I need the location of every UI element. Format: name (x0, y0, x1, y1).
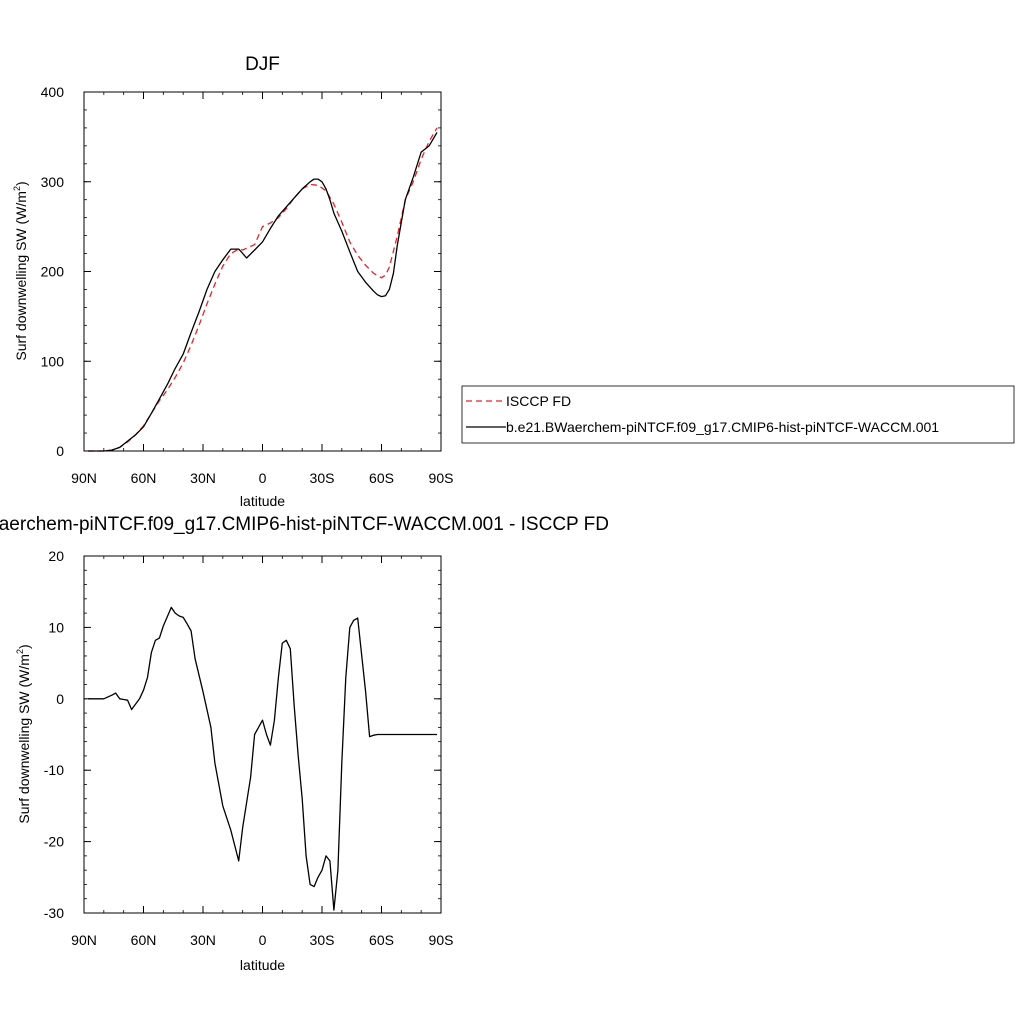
top-y-axis-label-main: Surf downwelling SW (W/m (13, 191, 29, 361)
top-y-axis-label-tail: ) (13, 181, 29, 186)
top-x-tick-label: 90N (71, 470, 97, 486)
top-y-tick-label: 300 (41, 174, 65, 190)
bottom-y-tick-label: -20 (44, 834, 64, 850)
top-axis-ticks: 90N 60N 30N 0 30S 60S 90S 0 100 200 300 400 (41, 84, 454, 486)
bottom-y-tick-label: -30 (44, 905, 64, 921)
bottom-y-tick-label: -10 (44, 762, 64, 778)
top-y-tick-label: 400 (41, 84, 65, 100)
top-x-axis-label: latitude (240, 493, 285, 509)
legend-box (461, 385, 1015, 444)
top-x-tick-label: 0 (259, 470, 267, 486)
bottom-x-tick-label: 30N (190, 932, 216, 948)
bottom-series-line-0 (88, 606, 437, 911)
bottom-x-axis-label: latitude (240, 957, 285, 973)
top-y-axis-label-sup: 2 (12, 186, 22, 191)
top-y-tick-label: 100 (41, 353, 65, 369)
bottom-x-tick-label: 0 (259, 932, 267, 948)
bottom-axis-ticks: 90N 60N 30N 0 30S 60S 90S -30 -20 -10 0 10 20 (44, 548, 454, 948)
bottom-x-tick-label: 90N (71, 932, 97, 948)
legend: ISCCP FD b.e21.BWaerchem-piNTCF.f09_g17.… (461, 385, 1015, 444)
bottom-x-tick-label: 60N (131, 932, 157, 948)
bottom-chart-title: b.e21.BWaerchem-piNTCF.f09_g17.CMIP6-his… (0, 514, 609, 535)
bottom-y-tick-label: 10 (48, 619, 64, 635)
bottom-x-tick-label: 60S (369, 932, 394, 948)
legend-label-model: b.e21.BWaerchem-piNTCF.f09_g17.CMIP6-his… (506, 419, 939, 435)
top-y-axis-label: Surf downwelling SW (W/m2) (12, 181, 29, 360)
bottom-y-axis-label-main: Surf downwelling SW (W/m (16, 654, 32, 824)
bottom-x-tick-label: 90S (429, 932, 454, 948)
bottom-y-axis-label: Surf downwelling SW (W/m2) (15, 644, 32, 823)
top-x-tick-label: 30N (190, 470, 216, 486)
bottom-panel: b.e21.BWaerchem-piNTCF.f09_g17.CMIP6-his… (0, 514, 609, 973)
top-y-tick-label: 0 (56, 443, 64, 459)
top-series-line-1 (88, 132, 438, 452)
bottom-y-tick-label: 20 (48, 548, 64, 564)
top-series-line-0 (88, 127, 438, 452)
bottom-series (88, 606, 437, 911)
top-y-tick-label: 200 (41, 264, 65, 280)
top-series (88, 127, 438, 452)
top-x-tick-label: 30S (310, 470, 335, 486)
bottom-x-tick-label: 30S (310, 932, 335, 948)
bottom-y-axis-label-sup: 2 (15, 649, 25, 654)
top-x-tick-label: 60N (131, 470, 157, 486)
bottom-y-tick-label: 0 (56, 691, 64, 707)
legend-label-isccp: ISCCP FD (506, 393, 571, 409)
bottom-y-axis-label-tail: ) (16, 644, 32, 649)
top-x-tick-label: 60S (369, 470, 394, 486)
top-chart-title: DJF (245, 54, 280, 75)
top-panel: DJF 90N 60N 30N 0 30S 60S 90S 0 100 200 300 400 lat… (12, 54, 453, 509)
top-x-tick-label: 90S (429, 470, 454, 486)
